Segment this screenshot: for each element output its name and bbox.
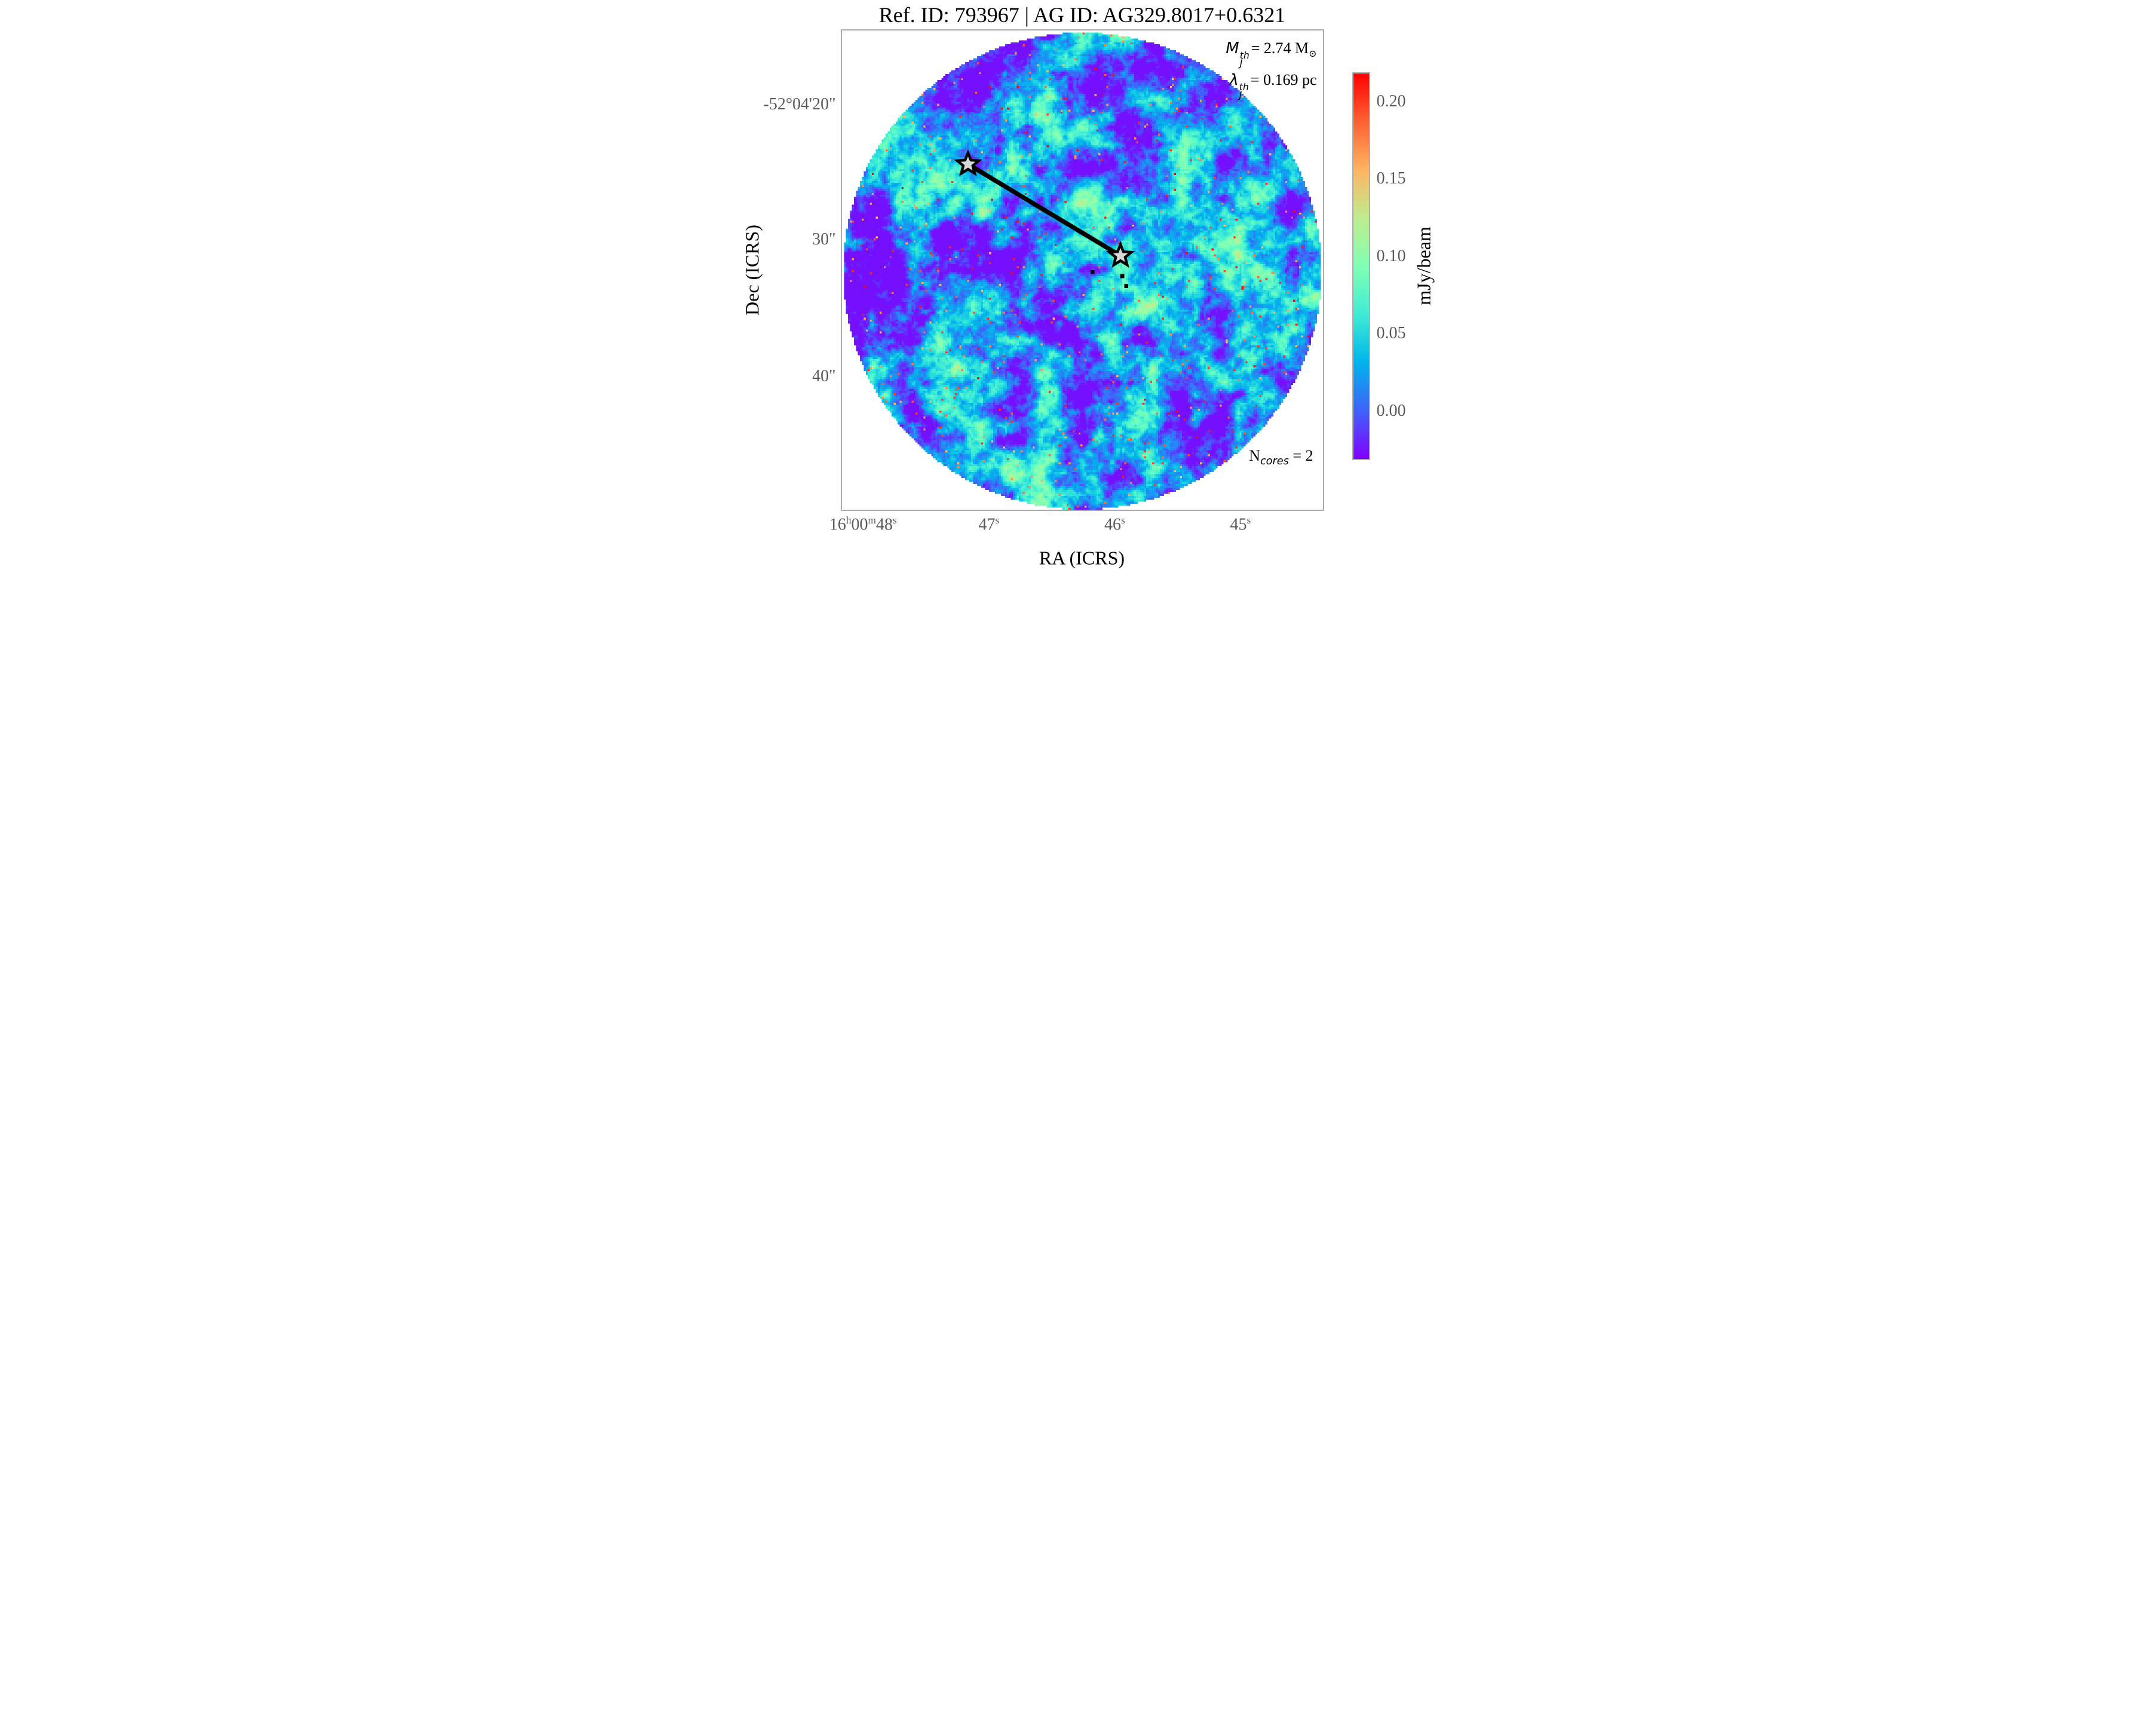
jeans-length-text: λ th J = 0.169 pc — [1226, 68, 1316, 100]
annotation-n-cores: Ncores = 2 — [1249, 447, 1313, 467]
x-axis-title: RA (ICRS) — [1039, 547, 1125, 569]
overlay-markers — [953, 149, 1135, 268]
y-tick-label: 30" — [812, 230, 836, 249]
colorbar: 0.20 0.15 0.10 0.05 0.00 — [1352, 72, 1406, 460]
separation-line — [966, 162, 1122, 258]
colorbar-tick-label: 0.10 — [1376, 246, 1406, 265]
y-tick-label: 40" — [812, 367, 836, 386]
figure: Ref. ID: 793967 | AG ID: AG329.8017+0.63… — [718, 0, 1438, 573]
jeans-mass-value: = 2.74 M — [1251, 39, 1309, 57]
colorbar-tick-label: 0.15 — [1376, 169, 1406, 188]
star-marker-2 — [1105, 240, 1135, 268]
n-cores-subscript: cores — [1260, 455, 1289, 467]
figure-title: Ref. ID: 793967 | AG ID: AG329.8017+0.63… — [878, 3, 1286, 27]
jeans-length-value: = 0.169 pc — [1250, 71, 1317, 89]
n-cores-value: = 2 — [1288, 446, 1313, 464]
y-tick-label: -52°04'20" — [763, 94, 836, 114]
x-tick-label: 47s — [978, 515, 1000, 534]
jeans-length-symbol: λ — [1229, 71, 1239, 90]
colorbar-gradient — [1353, 74, 1369, 459]
jeans-mass-symbol: M — [1226, 39, 1239, 57]
x-tick-label: 16h00m48s — [829, 515, 897, 534]
jeans-mass-supsub: th J — [1239, 50, 1250, 69]
jeans-length-supsub: th J — [1239, 82, 1249, 101]
sky-map-image — [841, 30, 1323, 510]
x-tick-label: 46s — [1104, 515, 1125, 534]
n-cores-symbol: N — [1249, 446, 1260, 464]
solar-mass-symbol: ⊙ — [1309, 49, 1317, 60]
y-axis-title: Dec (ICRS) — [741, 225, 762, 316]
colorbar-title: mJy/beam — [1413, 226, 1434, 305]
colorbar-tick-label: 0.20 — [1376, 91, 1406, 111]
x-tick-label: 45s — [1230, 515, 1251, 534]
colorbar-tick-label: 0.00 — [1376, 401, 1406, 420]
star-marker-1 — [953, 149, 982, 176]
colorbar-tick-label: 0.05 — [1376, 324, 1406, 343]
